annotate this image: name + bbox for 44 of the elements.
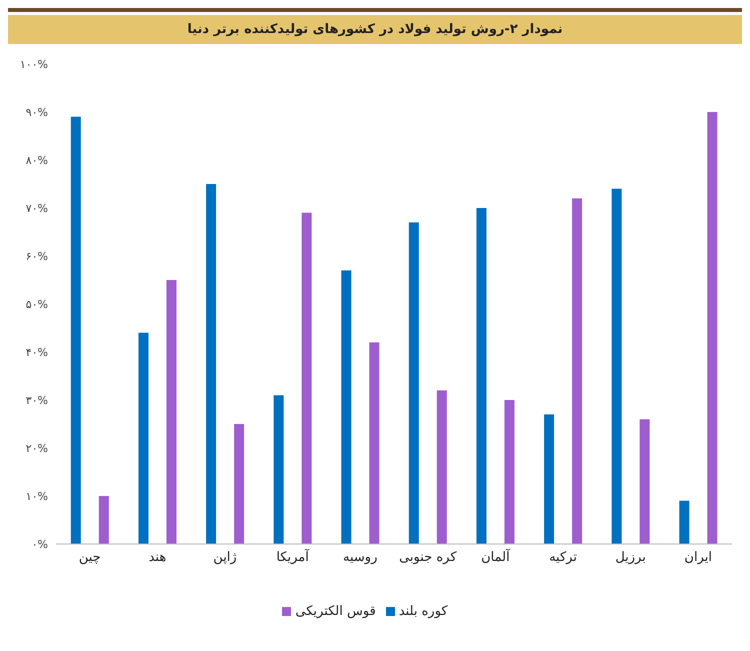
x-tick-label: برزیل <box>615 550 646 566</box>
bar <box>572 198 582 544</box>
x-tick-label: هند <box>148 550 166 566</box>
x-tick-label: چین <box>78 550 101 566</box>
x-tick-label: ژاپن <box>213 550 237 566</box>
bar <box>640 419 650 544</box>
bar <box>408 222 419 544</box>
y-tick-label: ۲۰% <box>26 442 48 455</box>
legend-label: کوره بلند <box>398 604 448 619</box>
bar <box>70 116 81 544</box>
x-tick-label: روسیه <box>343 550 378 566</box>
bar <box>544 414 554 544</box>
bar <box>341 270 352 544</box>
bar <box>436 390 447 544</box>
y-tick-label: ۳۰% <box>26 394 48 407</box>
y-tick-label: ۴۰% <box>26 346 48 359</box>
bar <box>234 424 244 544</box>
bar <box>302 212 312 544</box>
chart-title: نمودار ۲-روش تولید فولاد در کشورهای تولیدکننده برتر دنیا <box>8 15 742 44</box>
bar <box>166 280 176 544</box>
bar <box>369 342 380 544</box>
y-tick-label: ۱۰۰% <box>20 58 48 71</box>
bar <box>707 112 718 544</box>
bar <box>476 208 486 544</box>
bar <box>679 500 690 544</box>
x-tick-label: کره جنوبی <box>399 550 458 566</box>
legend-label: قوس الکتریکی <box>295 604 376 619</box>
y-tick-label: ۱۰% <box>26 490 48 503</box>
x-tick-label: ایران <box>684 550 712 566</box>
bar <box>274 395 284 544</box>
x-tick-label: آلمان <box>481 548 512 566</box>
y-tick-label: ۵۰% <box>26 298 48 311</box>
bar <box>206 184 216 544</box>
y-tick-label: ۹۰% <box>26 106 48 119</box>
y-tick-label: ۸۰% <box>26 154 48 167</box>
bar <box>504 400 514 544</box>
bar <box>98 496 109 544</box>
y-tick-label: ۶۰% <box>26 250 48 263</box>
x-tick-label: ترکیه <box>549 550 578 566</box>
bar <box>138 332 148 544</box>
x-tick-label: آمریکا <box>276 548 310 566</box>
y-tick-label: ۰% <box>32 538 48 551</box>
y-tick-label: ۷۰% <box>26 202 48 215</box>
bar <box>612 188 622 544</box>
